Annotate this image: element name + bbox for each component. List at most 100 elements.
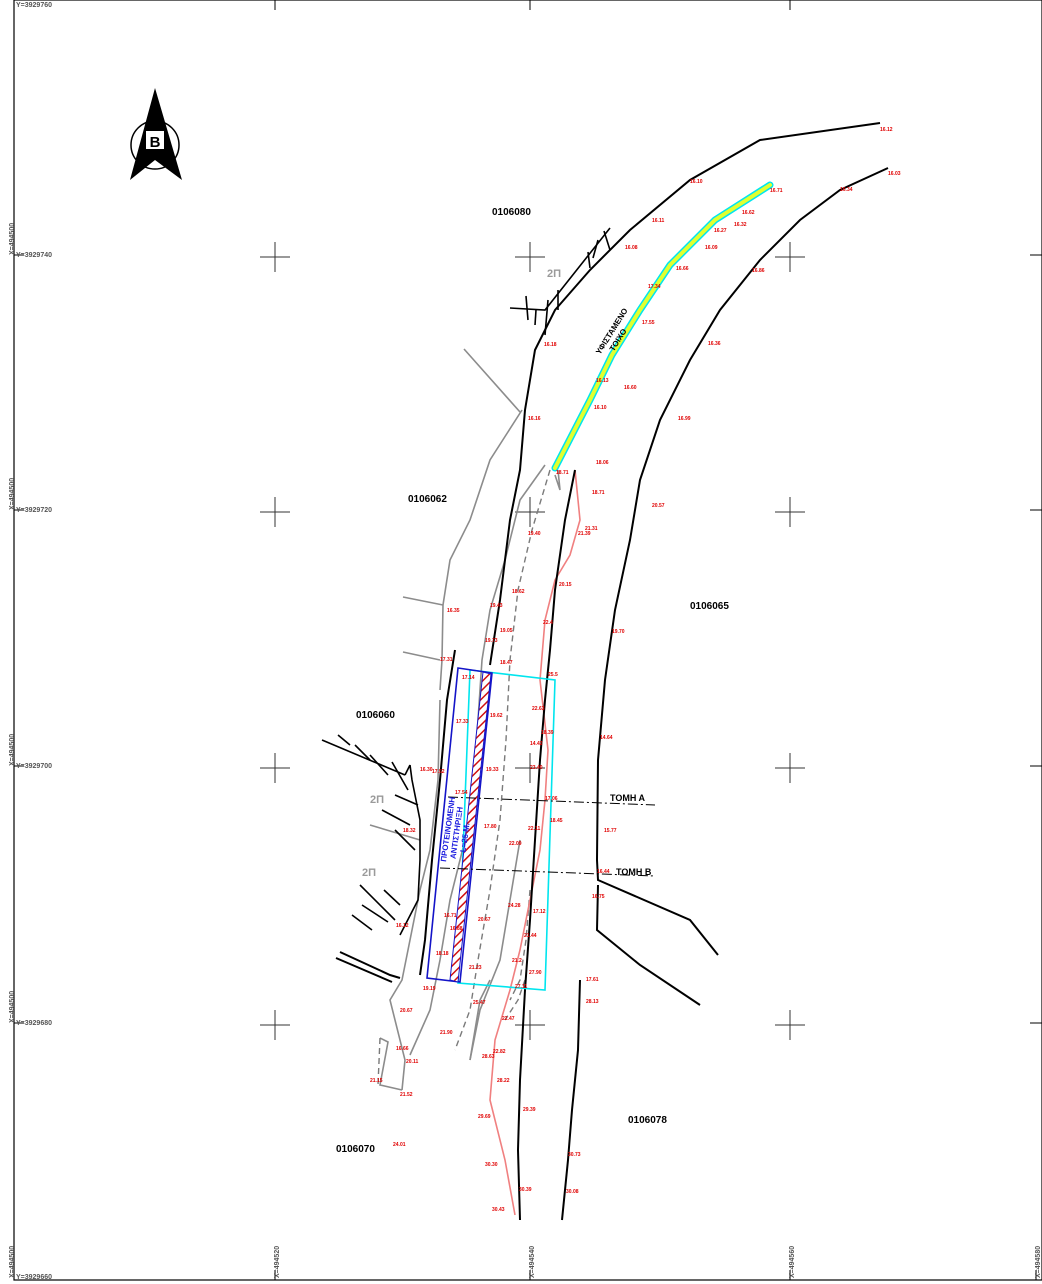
elevation-label: 16.71 <box>444 913 457 919</box>
elevation-label: 19.05 <box>500 628 513 634</box>
elevation-label: 29.69 <box>478 1114 491 1120</box>
elevation-label: 19.43 <box>490 603 503 609</box>
elevation-label: 23.40 <box>530 765 543 771</box>
elevation-label: 28.13 <box>586 999 599 1005</box>
elevation-label: 20.67 <box>400 1008 413 1014</box>
section-b-label: ΤΟΜΗ Β <box>616 867 652 877</box>
elevation-label: 16.27 <box>714 228 727 234</box>
elevation-label: 21.39 <box>578 531 591 537</box>
elevation-labels: 16.12 16.03 16.10 16.71 16.11 16.62 16.2… <box>370 127 901 1213</box>
elevation-label: 14.64 <box>600 735 613 741</box>
elevation-label: 21.44 <box>524 933 537 939</box>
parcel-label: 0106080 <box>492 207 531 218</box>
elevation-label: 16.09 <box>705 245 718 251</box>
proposed-wall-hatch <box>449 671 492 983</box>
parcel-label: 0106078 <box>628 1115 667 1126</box>
coord-x-left-2: X=494500 <box>9 478 16 510</box>
wall-type-label: 2Π <box>362 867 376 879</box>
elevation-label: 19.73 <box>485 638 498 644</box>
elevation-label: 16.18 <box>544 342 557 348</box>
coord-x-left-3: X=494500 <box>9 734 16 766</box>
elevation-label: 30.08 <box>566 1189 579 1195</box>
elevation-label: 24.01 <box>393 1142 406 1148</box>
elevation-label: 28.63 <box>482 1054 495 1060</box>
elevation-label: 18.62 <box>512 589 525 595</box>
wall-type-label: 2Π <box>370 794 384 806</box>
road-edges <box>335 122 889 1221</box>
elevation-label: 16.13 <box>596 378 609 384</box>
elevation-label: 16.62 <box>742 210 755 216</box>
elevation-label: 17.06 <box>545 796 558 802</box>
grid-crosses <box>260 242 805 1040</box>
elevation-label: 25.5 <box>548 672 558 678</box>
elevation-label: 22.63 <box>532 706 545 712</box>
elevation-label: 17.14 <box>462 675 475 681</box>
coord-y2: Y=3929720 <box>16 507 52 514</box>
elevation-label: 21.52 <box>400 1092 413 1098</box>
elevation-label: 17.34 <box>648 284 661 290</box>
elevation-label: 22.09 <box>509 841 522 847</box>
north-arrow-letter: B <box>150 134 161 151</box>
wall-hatch <box>321 227 611 936</box>
elevation-label: 16.75 <box>592 894 605 900</box>
north-arrow-icon: B <box>130 88 182 180</box>
elevation-label: 28.22 <box>497 1078 510 1084</box>
elevation-label: 27.90 <box>529 970 542 976</box>
elevation-label: 25.47 <box>473 1000 486 1006</box>
coord-x-bottom-4: X=494580 <box>1035 1246 1042 1278</box>
elevation-label: 20.15 <box>559 582 572 588</box>
proposed-wall-outline <box>426 667 493 983</box>
elevation-label: 21.15 <box>370 1078 383 1084</box>
stream-line <box>489 469 581 1216</box>
parcel-label: 0106065 <box>690 601 729 612</box>
elevation-label: 16.34 <box>840 187 853 193</box>
parcel-label: 0106060 <box>356 710 395 721</box>
elevation-label: 16.86 <box>752 268 765 274</box>
coord-top: Y=3929760 <box>16 2 52 9</box>
elevation-label: 16.66 <box>676 266 689 272</box>
coord-x-bottom-1: X=494520 <box>274 1246 281 1278</box>
coord-y1: Y=3929740 <box>16 252 52 259</box>
elevation-label: 16.08 <box>625 245 638 251</box>
coord-x-left-1: X=494500 <box>9 223 16 255</box>
elevation-label: 27.11 <box>515 984 527 990</box>
elevation-label: 22.82 <box>493 1049 506 1055</box>
elevation-label: 16.10 <box>594 405 607 411</box>
map-frame <box>13 0 1042 1281</box>
elevation-label: 20.67 <box>478 917 491 923</box>
elevation-label: 18.39 <box>541 730 554 736</box>
elevation-label: 21.23 <box>469 965 482 971</box>
elevation-label: 17.31 <box>440 657 453 663</box>
elevation-label: 16.88 <box>450 926 463 932</box>
elevation-label: 18.47 <box>500 660 513 666</box>
elevation-label: 16.32 <box>734 222 747 228</box>
section-lines <box>439 796 656 877</box>
section-a-label: ΤΟΜΗ Α <box>610 793 645 803</box>
elevation-label: 17.52 <box>432 769 445 775</box>
elevation-label: 16.10 <box>690 179 703 185</box>
elevation-label: 22.11 <box>528 826 540 832</box>
elevation-label: 18.45 <box>550 818 563 824</box>
coord-bottom: Y=3929660 <box>16 1274 52 1281</box>
elevation-label: 16.16 <box>528 416 541 422</box>
elevation-label: 30.30 <box>485 1162 498 1168</box>
elevation-label: 21.2 <box>512 958 522 964</box>
elevation-label: 19.19 <box>423 986 436 992</box>
elevation-label: 20.11 <box>406 1059 418 1065</box>
property-boundaries <box>369 348 561 1091</box>
coord-x-bottom-3: X=494560 <box>789 1246 796 1278</box>
coord-y3: Y=3929700 <box>16 763 52 770</box>
elevation-label: 14.42 <box>530 741 543 747</box>
elevation-label: 18.06 <box>596 460 609 466</box>
parcel-label: 0106062 <box>408 494 447 505</box>
coord-x-left-4: X=494500 <box>9 991 16 1023</box>
coord-y4: Y=3929680 <box>16 1020 52 1027</box>
elevation-label: 17.80 <box>484 824 497 830</box>
elevation-label: 17.61 <box>586 977 599 983</box>
elevation-label: 20.57 <box>652 503 665 509</box>
elevation-label: 30.43 <box>492 1207 505 1213</box>
elevation-label: 18.71 <box>592 490 605 496</box>
elevation-label: 24.28 <box>508 903 521 909</box>
existing-wall-fill <box>553 183 772 470</box>
